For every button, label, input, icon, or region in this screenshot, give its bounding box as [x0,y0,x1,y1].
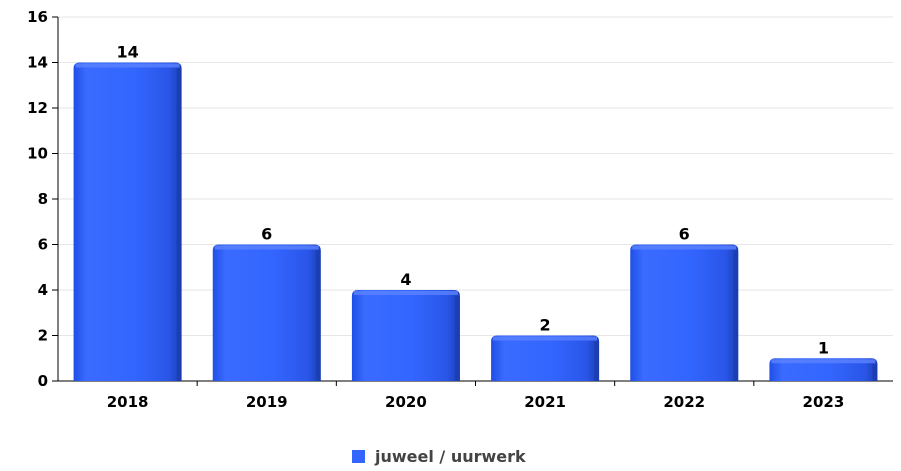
data-label: 4 [400,270,411,289]
bar-shade [733,250,739,381]
x-tick-label: 2023 [803,393,845,411]
legend: juweel / uurwerk [352,447,526,466]
data-label: 14 [116,43,138,62]
bar-2022 [630,244,739,381]
bar-highlight [493,336,598,341]
bar-2021 [491,335,600,381]
x-tick-label: 2018 [107,393,149,411]
y-tick-label: 0 [38,372,48,390]
data-label: 6 [261,225,272,244]
data-label: 6 [679,225,690,244]
bar-shade [594,341,600,381]
bar-highlight [632,245,737,250]
bar-highlight [353,291,458,295]
bar-shade [315,250,321,381]
data-label: 1 [818,338,829,357]
bar-shade [872,364,878,381]
bar-highlight [75,63,180,68]
x-tick-label: 2020 [385,393,427,411]
y-tick-label: 12 [27,99,48,117]
data-labels: 14 6 4 2 6 1 [116,43,829,358]
bar-2023 [769,358,878,381]
data-label: 2 [540,316,551,335]
y-tick-label: 14 [27,54,48,72]
legend-swatch [352,450,365,463]
y-tick-label: 4 [38,281,48,299]
bars [73,62,878,381]
bar-2018 [73,62,182,381]
bar-shade [176,68,182,381]
y-tick-label: 8 [38,190,48,208]
bar-2020 [351,290,460,381]
x-tick-label: 2021 [524,393,566,411]
bar-shade [454,296,460,381]
bar-highlight [214,245,319,250]
y-tick-label: 10 [27,145,48,163]
y-tick-label: 2 [38,327,48,345]
legend-label: juweel / uurwerk [374,447,526,466]
bar-highlight [771,359,876,364]
y-tick-label: 16 [27,8,48,26]
x-tick-label: 2019 [246,393,288,411]
x-tick-label: 2022 [663,393,705,411]
bar-2019 [212,244,321,381]
gridlines [58,16,893,336]
y-tick-label: 6 [38,236,48,254]
